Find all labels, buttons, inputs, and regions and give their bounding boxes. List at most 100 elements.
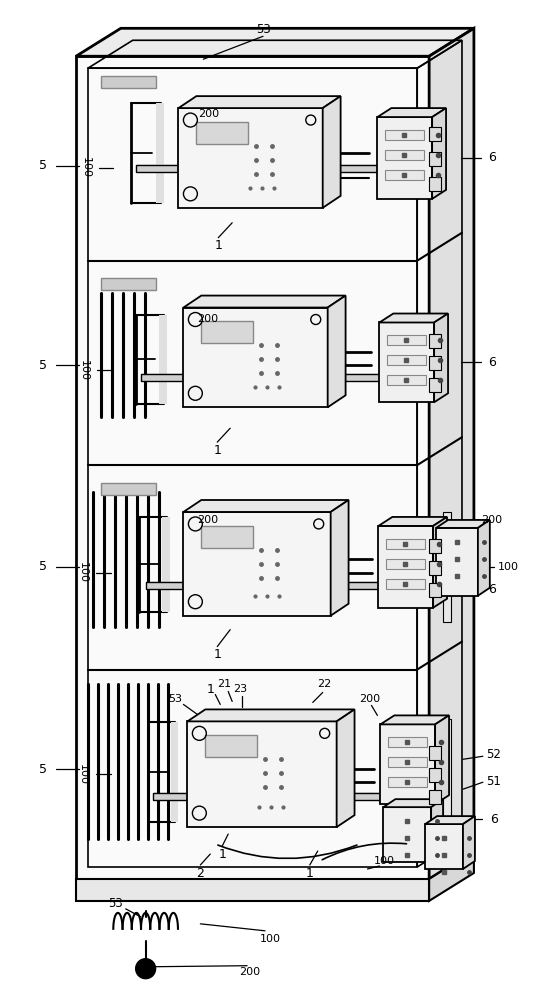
Bar <box>385 170 424 180</box>
Bar <box>141 374 404 381</box>
Bar <box>385 130 424 140</box>
Bar <box>429 177 441 191</box>
Text: 6: 6 <box>488 356 496 369</box>
Text: 100: 100 <box>260 934 280 944</box>
Text: 1: 1 <box>219 848 226 861</box>
Bar <box>183 308 328 407</box>
Bar <box>429 746 441 760</box>
Bar <box>386 579 425 589</box>
Bar <box>429 152 441 166</box>
Text: 200: 200 <box>197 314 218 324</box>
Bar <box>136 165 404 172</box>
Polygon shape <box>378 517 447 526</box>
Bar <box>378 526 433 608</box>
Bar <box>76 56 429 879</box>
Polygon shape <box>431 799 443 862</box>
Polygon shape <box>183 296 345 308</box>
Bar <box>387 355 426 365</box>
Polygon shape <box>188 709 354 721</box>
Text: 1: 1 <box>306 867 314 880</box>
Bar <box>389 737 427 747</box>
Text: 52: 52 <box>487 748 501 761</box>
Bar <box>425 824 463 869</box>
Text: 100: 100 <box>78 764 88 785</box>
Text: 6: 6 <box>488 151 496 164</box>
Polygon shape <box>383 799 443 807</box>
Text: 2: 2 <box>196 867 204 880</box>
Text: 200: 200 <box>359 694 380 704</box>
Polygon shape <box>478 520 490 596</box>
Bar <box>387 335 426 345</box>
Bar <box>429 790 441 804</box>
Text: 5: 5 <box>39 159 47 172</box>
Bar <box>101 483 156 495</box>
Text: 200: 200 <box>197 515 218 525</box>
Text: 5: 5 <box>39 560 47 573</box>
Bar <box>101 278 156 290</box>
Text: 23: 23 <box>233 684 247 694</box>
Text: 200: 200 <box>481 515 503 525</box>
Bar <box>201 321 253 343</box>
Polygon shape <box>436 520 490 528</box>
Bar <box>429 561 441 575</box>
Bar <box>383 807 431 862</box>
Bar <box>429 378 441 392</box>
Text: 100: 100 <box>498 562 519 572</box>
Bar <box>171 722 179 822</box>
Bar <box>88 68 417 867</box>
Bar <box>158 315 166 404</box>
Text: 200: 200 <box>198 109 219 119</box>
Bar <box>379 322 434 402</box>
Bar <box>183 512 330 616</box>
Polygon shape <box>435 715 449 804</box>
Bar <box>429 583 441 597</box>
Bar <box>436 528 478 596</box>
Polygon shape <box>432 108 446 199</box>
Text: 51: 51 <box>487 775 501 788</box>
Polygon shape <box>179 96 341 108</box>
Bar <box>101 76 156 88</box>
Polygon shape <box>328 296 345 407</box>
Polygon shape <box>429 28 474 879</box>
Bar <box>201 526 253 548</box>
Text: 5: 5 <box>39 359 47 372</box>
Polygon shape <box>330 500 349 616</box>
Bar <box>386 559 425 569</box>
Polygon shape <box>377 108 446 117</box>
Bar <box>387 375 426 385</box>
Polygon shape <box>429 851 474 901</box>
Bar <box>377 117 432 199</box>
Bar <box>389 757 427 767</box>
Text: 100: 100 <box>374 856 395 866</box>
Polygon shape <box>463 816 475 869</box>
Bar <box>76 879 429 901</box>
Text: 1: 1 <box>213 444 221 457</box>
Bar <box>386 539 425 549</box>
Text: 1: 1 <box>214 239 222 252</box>
Polygon shape <box>76 28 474 56</box>
Text: 200: 200 <box>239 967 261 977</box>
Bar <box>381 724 435 804</box>
Text: 53: 53 <box>168 694 182 704</box>
Text: 100: 100 <box>78 562 88 583</box>
Polygon shape <box>379 314 448 322</box>
Bar <box>429 356 441 370</box>
Bar <box>196 122 248 144</box>
Bar <box>188 721 337 827</box>
Text: 22: 22 <box>318 679 332 689</box>
Text: 100: 100 <box>79 360 89 381</box>
Text: 6: 6 <box>490 813 498 826</box>
Bar <box>429 768 441 782</box>
Text: 53: 53 <box>108 897 123 910</box>
Bar <box>443 512 451 622</box>
Bar <box>429 127 441 141</box>
Text: 5: 5 <box>39 763 47 776</box>
Text: 100: 100 <box>81 157 91 178</box>
Bar <box>146 582 404 589</box>
Text: 1: 1 <box>206 683 214 696</box>
Text: 6: 6 <box>488 583 496 596</box>
Bar <box>429 334 441 348</box>
Polygon shape <box>434 314 448 402</box>
Polygon shape <box>381 715 449 724</box>
Polygon shape <box>433 517 447 608</box>
